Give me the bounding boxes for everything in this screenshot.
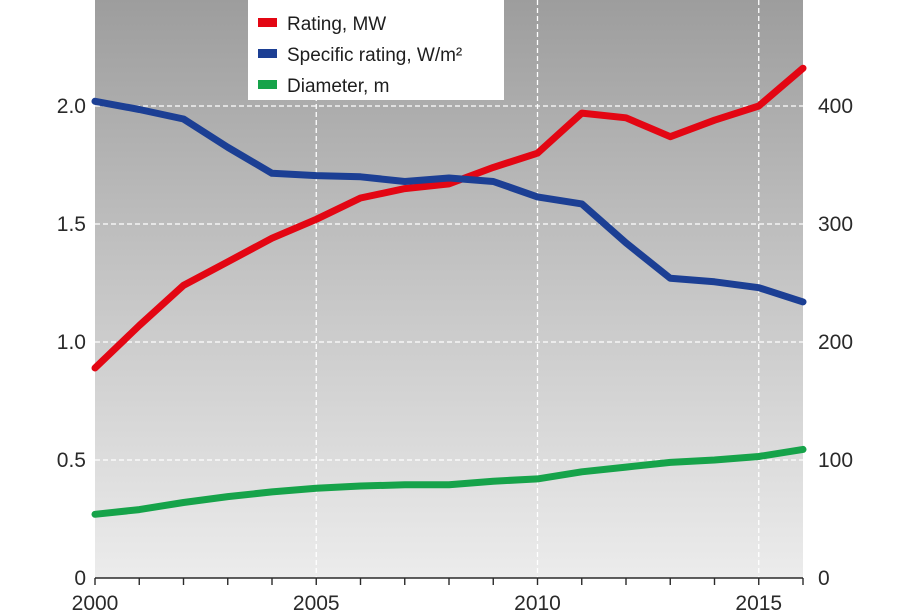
legend-label-rating-mw: Rating, MW bbox=[287, 14, 386, 35]
x-tick-label-2005: 2005 bbox=[293, 592, 340, 612]
legend-label-diameter-m: Diameter, m bbox=[287, 76, 389, 97]
legend-swatch-specific-rating-w-m bbox=[258, 49, 277, 58]
y-left-tick-label-0: 0 bbox=[74, 567, 86, 590]
legend-box bbox=[248, 0, 504, 100]
y-left-tick-label-4: 2.0 bbox=[57, 95, 86, 118]
x-tick-label-2000: 2000 bbox=[72, 592, 119, 612]
series-line-diameter-m bbox=[91, 445, 807, 518]
y-right-tick-label-4: 400 bbox=[818, 95, 853, 118]
x-tick-label-2015: 2015 bbox=[735, 592, 782, 612]
y-left-tick-label-2: 1.0 bbox=[57, 331, 86, 354]
series-lines bbox=[91, 64, 807, 518]
legend: Rating, MW Specific rating, W/m² Diameter,… bbox=[248, 0, 504, 100]
y-right-tick-label-3: 300 bbox=[818, 213, 853, 236]
y-right-tick-label-1: 100 bbox=[818, 449, 853, 472]
legend-swatch-rating-mw bbox=[258, 18, 277, 27]
series-line-rating-mw bbox=[91, 64, 807, 372]
y-left-tick-label-1: 0.5 bbox=[57, 449, 86, 472]
legend-swatch-diameter-m bbox=[258, 80, 277, 89]
legend-label-specific-rating-w-m: Specific rating, W/m² bbox=[287, 45, 462, 66]
axes: 200020052010201500.51.01.52.02.501002003… bbox=[57, 95, 853, 612]
y-right-tick-label-0: 0 bbox=[818, 567, 830, 590]
y-left-tick-label-3: 1.5 bbox=[57, 213, 86, 236]
series-line-specific-rating-w-m bbox=[91, 97, 807, 306]
x-tick-label-2010: 2010 bbox=[514, 592, 561, 612]
y-right-tick-label-2: 200 bbox=[818, 331, 853, 354]
